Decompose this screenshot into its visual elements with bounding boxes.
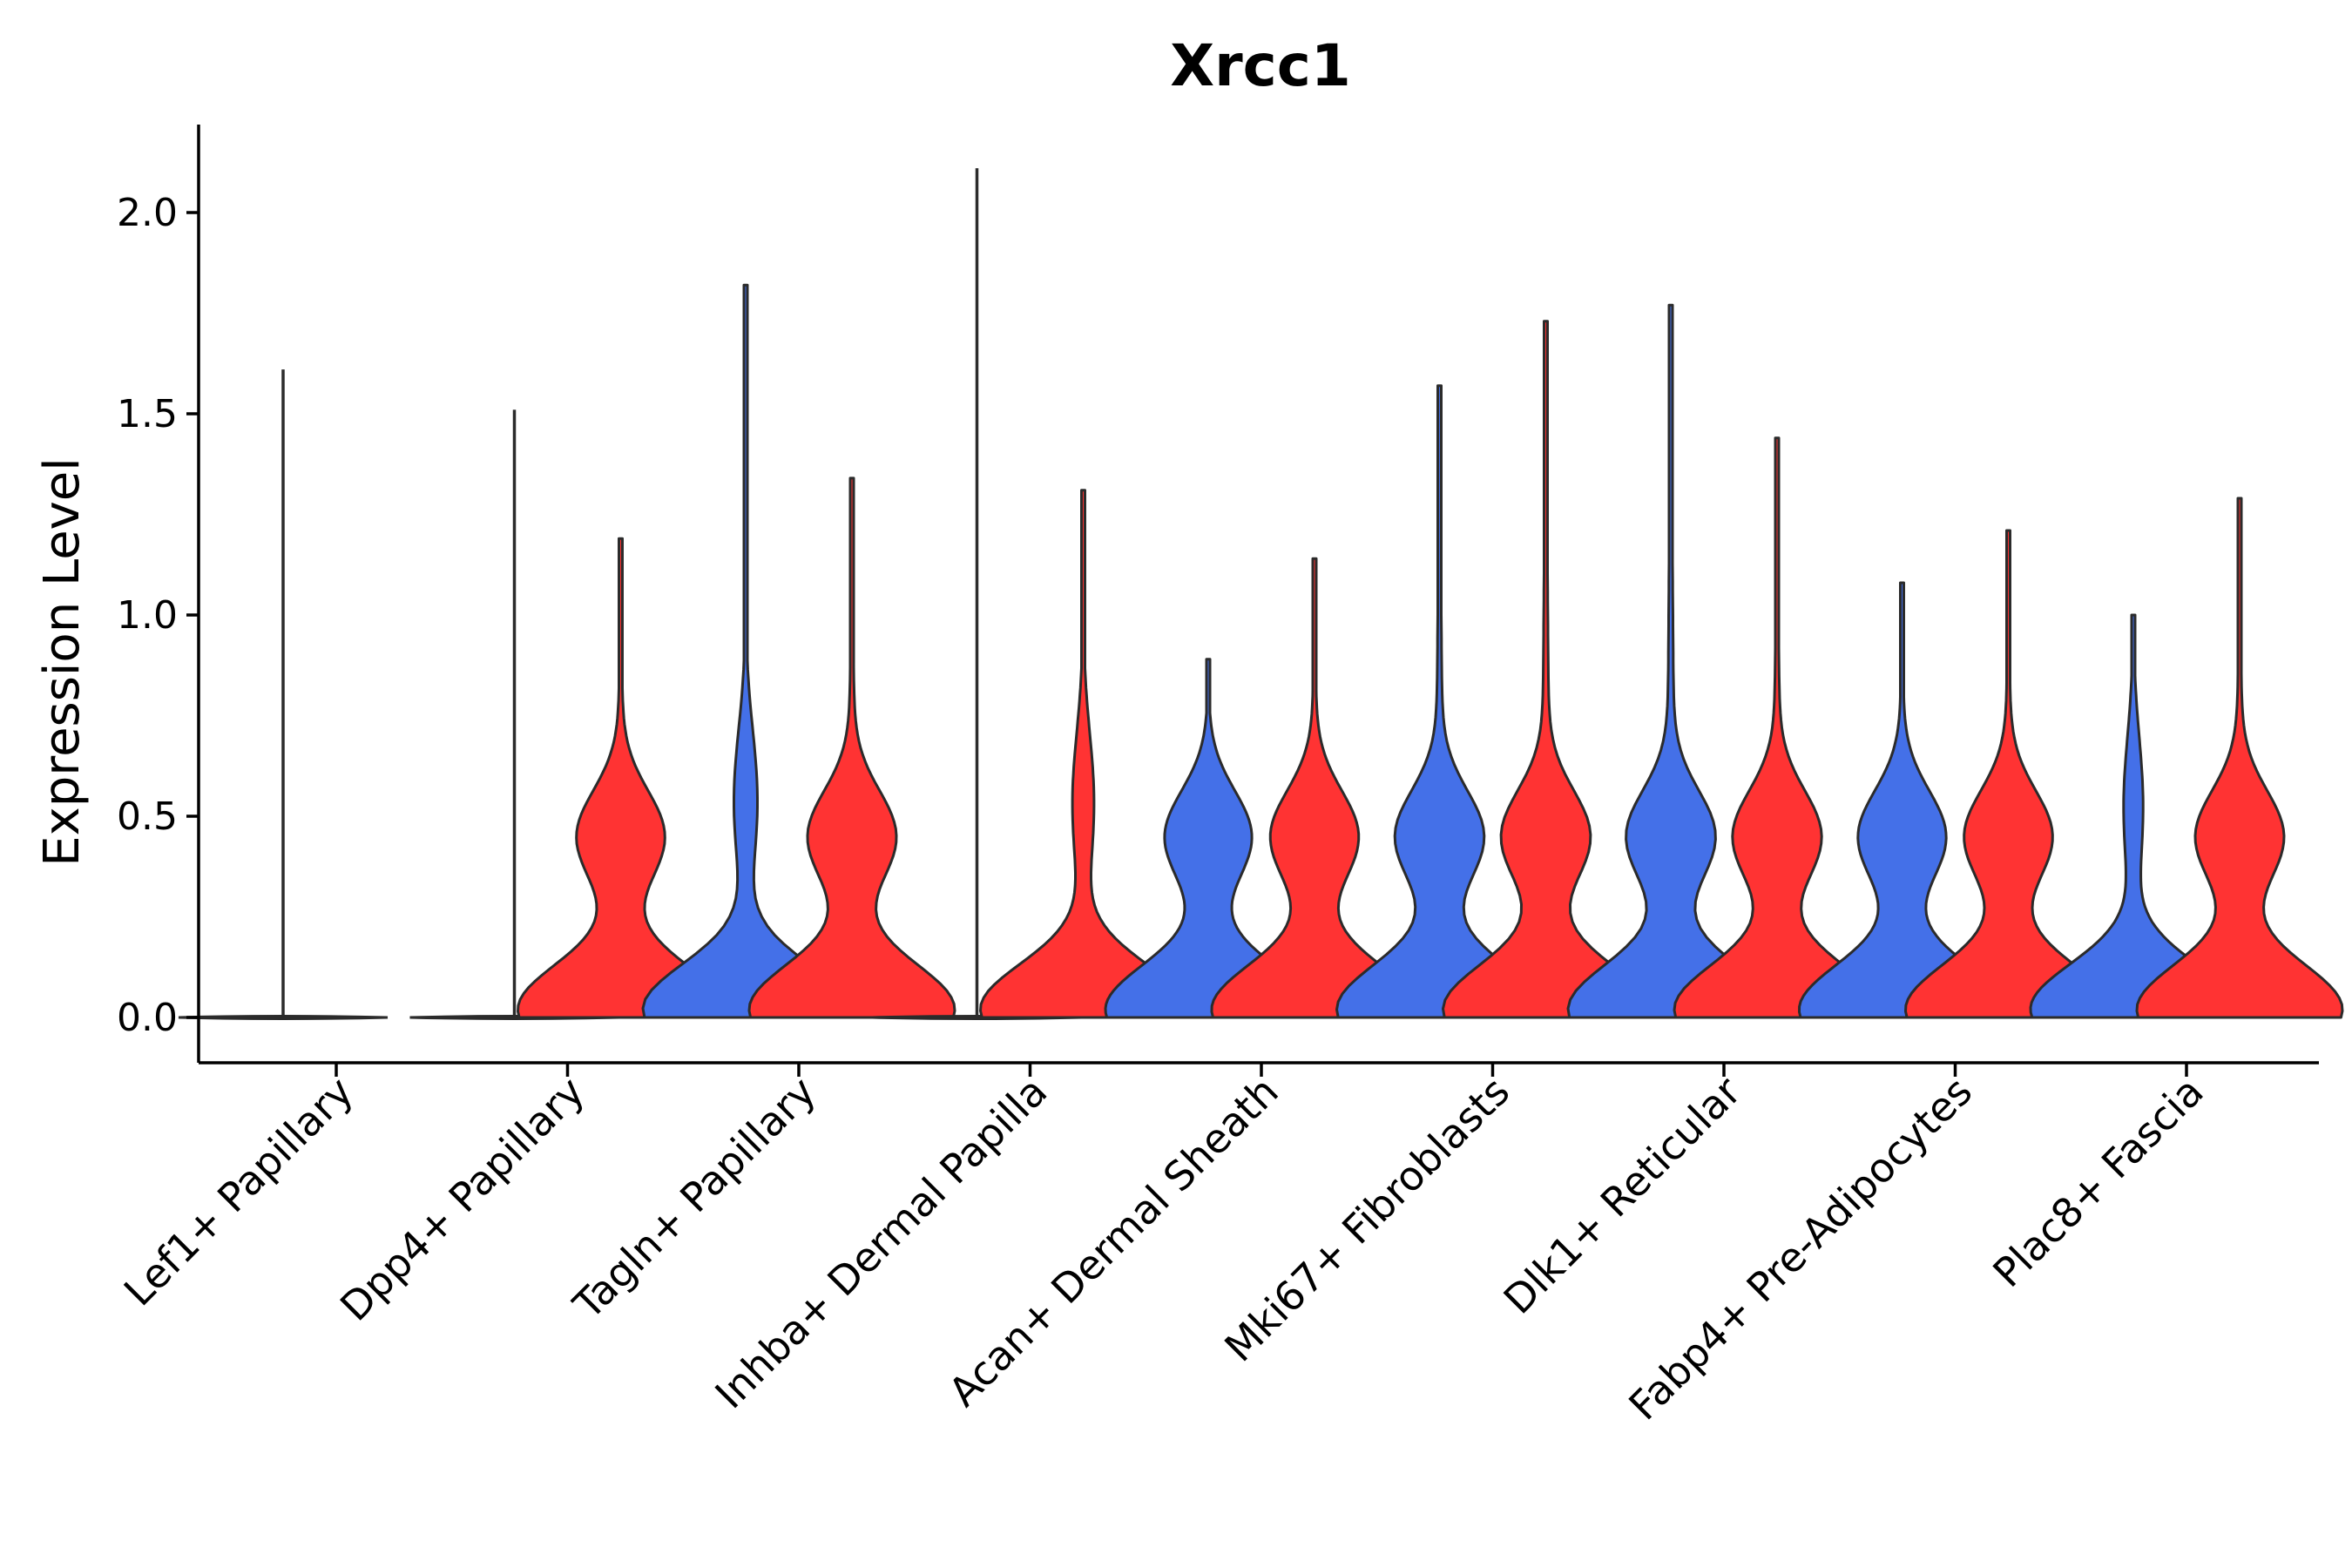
y-tick-label: 0.0 <box>117 996 178 1040</box>
x-tick-label: Lef1+ Papillary <box>115 1068 362 1315</box>
y-tick-label: 1.5 <box>117 392 178 436</box>
violin-body <box>1566 303 1775 1019</box>
violin-body <box>1673 436 1882 1019</box>
x-tick-label: Tagln+ Papillary <box>564 1068 825 1329</box>
violin-body <box>1798 581 2006 1019</box>
x-tick-label: Dpp4+ Papillary <box>331 1068 593 1330</box>
y-axis-label: Expression Level <box>34 457 91 867</box>
x-tick-label: Plac8+ Fascia <box>1984 1068 2212 1296</box>
y-tick-label: 0.5 <box>117 794 178 839</box>
violin-body <box>1335 384 1544 1019</box>
x-tick-label: Dlk1+ Reticular <box>1495 1068 1750 1323</box>
violin-body <box>517 537 725 1019</box>
violin-body <box>979 489 1187 1019</box>
violin-body <box>1104 658 1313 1019</box>
violin-body <box>641 283 850 1019</box>
y-tick-label: 2.0 <box>117 191 178 235</box>
violin-body <box>1210 557 1419 1019</box>
violin-body <box>747 476 956 1019</box>
y-tick-label: 1.0 <box>117 593 178 638</box>
y-ticks: 0.0 0.5 1.0 1.5 2.0 <box>117 191 199 1040</box>
chart-title: Xrcc1 <box>1170 32 1351 99</box>
axes <box>197 125 2319 1064</box>
violin-body <box>2135 497 2344 1019</box>
violin-layer <box>178 168 2344 1020</box>
violin-body <box>2029 613 2238 1019</box>
violin-body <box>1442 320 1650 1019</box>
violin-body <box>1904 529 2112 1019</box>
